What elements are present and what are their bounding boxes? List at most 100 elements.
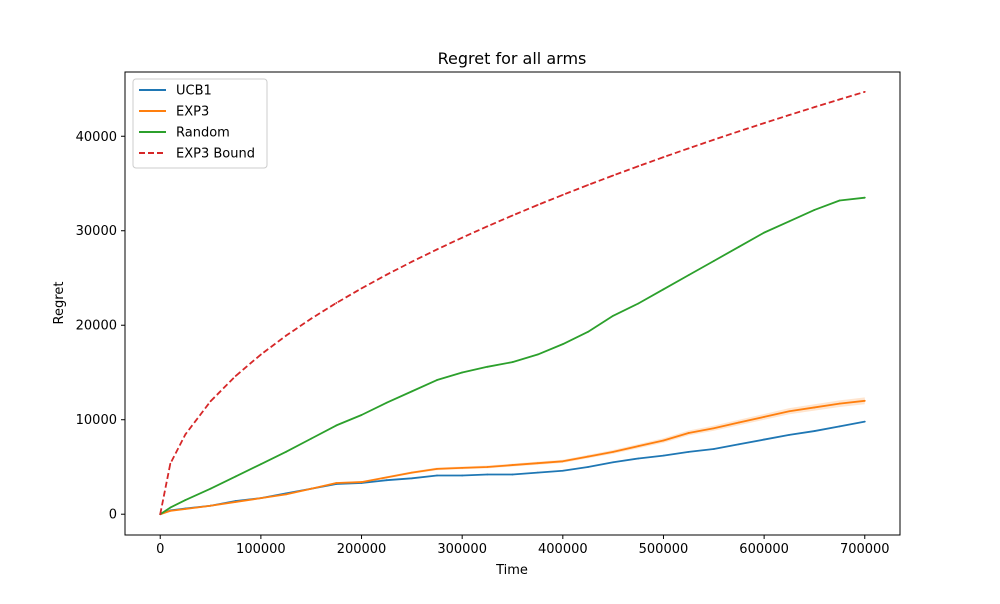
data-point-exp3-bound <box>536 204 539 206</box>
data-point-exp3 <box>169 510 172 512</box>
data-point-exp3 <box>838 402 841 405</box>
series-line-exp3-bound <box>159 90 866 515</box>
data-point-exp3 <box>561 460 564 463</box>
data-point-random <box>310 437 313 440</box>
x-axis: 0 100000 200000 300000 400000 500000 600000 700… <box>156 535 890 557</box>
data-point-exp3-bound <box>687 147 690 150</box>
data-point-ucb1 <box>813 430 816 432</box>
data-point-exp3 <box>360 481 363 483</box>
data-point-ucb1 <box>410 477 413 480</box>
y-tick-label: 10000 <box>76 413 117 428</box>
x-axis-label: Time <box>495 563 528 578</box>
data-point-random <box>410 390 413 393</box>
data-point-exp3 <box>310 487 313 490</box>
legend-label-ucb1: UCB1 <box>176 84 212 99</box>
data-point-exp3-bound <box>259 353 262 356</box>
data-point-random <box>838 199 841 202</box>
data-point-random <box>436 379 438 381</box>
data-point-exp3 <box>209 504 212 507</box>
data-point-ucb1 <box>511 473 514 476</box>
chart-title: Regret for all arms <box>438 49 587 68</box>
data-point-exp3 <box>612 450 615 453</box>
data-point-exp3-bound <box>385 273 388 276</box>
data-point-exp3 <box>738 421 740 424</box>
data-point-exp3-bound <box>712 138 715 141</box>
data-point-random <box>335 424 338 427</box>
legend-frame <box>132 78 268 169</box>
data-point-ucb1 <box>738 443 740 446</box>
data-point-ucb1 <box>385 479 388 482</box>
data-point-random <box>587 330 589 333</box>
data-point-exp3-bound <box>561 193 564 196</box>
data-point-ucb1 <box>863 420 866 423</box>
data-point-random <box>561 343 564 346</box>
data-point-ucb1 <box>561 469 564 472</box>
data-point-exp3 <box>259 497 262 500</box>
data-point-exp3-bound <box>587 184 589 186</box>
data-point-exp3-bound <box>436 248 438 251</box>
series-line-random <box>159 196 865 515</box>
data-point-exp3-bound <box>410 260 413 263</box>
data-point-exp3 <box>486 466 489 468</box>
data-point-exp3-bound <box>738 130 740 133</box>
data-point-ucb1 <box>612 461 615 464</box>
data-point-ucb1 <box>662 454 665 457</box>
data-point-exp3-bound <box>234 375 237 377</box>
y-tick-label: 30000 <box>76 224 117 239</box>
data-point-exp3-bound <box>310 317 313 320</box>
data-point-ucb1 <box>436 474 438 477</box>
data-point-exp3-bound <box>184 433 187 436</box>
data-point-random <box>662 288 665 291</box>
data-point-exp3 <box>712 427 715 430</box>
data-point-random <box>738 245 740 248</box>
data-point-exp3-bound <box>461 236 464 239</box>
data-point-exp3-bound <box>169 462 172 465</box>
data-point-random <box>360 414 363 416</box>
data-point-exp3-bound <box>360 287 363 290</box>
data-point-random <box>486 365 489 368</box>
data-point-ucb1 <box>763 438 766 441</box>
data-point-exp3 <box>335 482 338 484</box>
data-point-random <box>511 361 514 363</box>
data-point-ucb1 <box>687 450 690 453</box>
data-point-random <box>637 302 640 305</box>
data-point-random <box>169 506 172 509</box>
legend: UCB1 EXP3 Random EXP3 Bound <box>132 78 268 169</box>
data-point-random <box>788 220 791 223</box>
data-point-exp3 <box>410 471 413 474</box>
data-point-random <box>813 209 816 211</box>
x-tick-label: 700000 <box>840 542 890 557</box>
data-point-random <box>234 475 237 478</box>
x-tick-label: 100000 <box>236 542 286 557</box>
data-point-ucb1 <box>587 466 589 468</box>
y-tick-label: 40000 <box>76 130 117 145</box>
data-point-exp3-bound <box>612 174 615 177</box>
data-point-random <box>259 463 262 466</box>
data-point-random <box>536 353 539 356</box>
data-point-exp3 <box>536 462 539 465</box>
plot-area-frame <box>124 71 901 536</box>
data-point-random <box>385 401 388 404</box>
data-point-exp3-bound <box>209 400 212 403</box>
y-axis-label: Regret <box>52 282 67 325</box>
data-point-exp3-bound <box>763 122 766 125</box>
data-point-random <box>461 371 464 374</box>
data-point-exp3-bound <box>335 302 338 304</box>
series-line-exp3 <box>159 399 865 516</box>
data-point-exp3 <box>184 508 187 510</box>
data-point-exp3 <box>461 467 464 469</box>
legend-label-exp3-bound: EXP3 Bound <box>176 147 255 162</box>
x-tick-label: 500000 <box>639 542 689 557</box>
data-point-random <box>209 487 212 490</box>
data-point-random <box>285 450 287 453</box>
data-point-ucb1 <box>637 457 640 460</box>
data-point-exp3 <box>788 410 791 413</box>
x-tick-label: 200000 <box>337 542 387 557</box>
data-point-exp3-bound <box>662 156 665 159</box>
y-tick-label: 20000 <box>76 319 117 334</box>
data-point-ucb1 <box>486 473 489 476</box>
data-point-exp3 <box>813 406 816 409</box>
data-point-ucb1 <box>461 474 464 477</box>
